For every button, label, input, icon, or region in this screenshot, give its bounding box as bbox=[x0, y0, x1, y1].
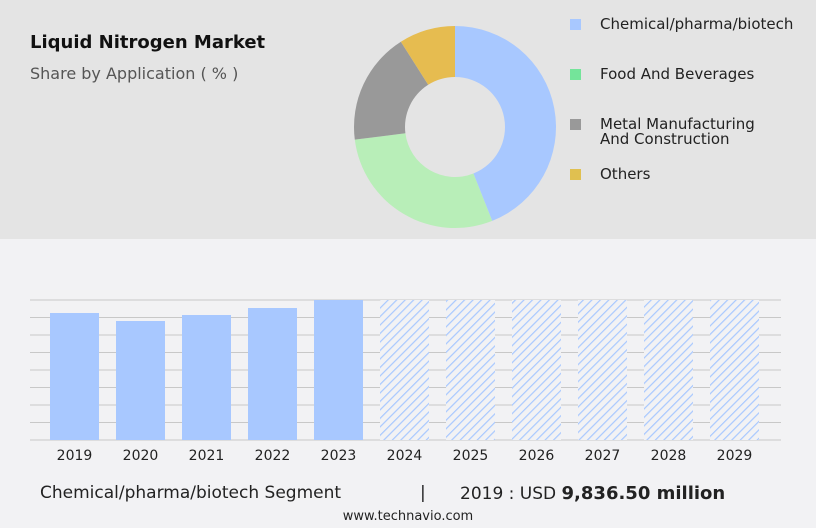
separator: | bbox=[420, 483, 426, 503]
donut-slice-3 bbox=[400, 26, 455, 85]
legend-swatch bbox=[570, 119, 581, 130]
x-tick-label: 2026 bbox=[519, 448, 555, 464]
forecast-bar-2025 bbox=[446, 300, 495, 440]
x-tick-label: 2028 bbox=[651, 448, 687, 464]
forecast-bar-2028 bbox=[644, 300, 693, 440]
x-tick-label: 2024 bbox=[387, 448, 423, 464]
bar-2019 bbox=[50, 312, 99, 440]
legend-label: Others bbox=[600, 165, 651, 183]
x-tick-label: 2019 bbox=[57, 448, 93, 464]
legend-swatch bbox=[570, 69, 581, 80]
x-tick-label: 2029 bbox=[717, 448, 753, 464]
x-tick-label: 2027 bbox=[585, 448, 621, 464]
donut-slice-2 bbox=[354, 41, 429, 140]
bar-2021 bbox=[182, 315, 231, 440]
page-title: Liquid Nitrogen Market bbox=[30, 32, 266, 53]
x-tick-label: 2021 bbox=[189, 448, 225, 464]
source-url: www.technavio.com bbox=[342, 509, 474, 524]
bar-2023 bbox=[314, 300, 363, 440]
legend-swatch bbox=[570, 169, 581, 180]
x-tick-label: 2022 bbox=[255, 448, 291, 464]
legend-swatch bbox=[570, 19, 581, 30]
segment-value: 9,836.50 million bbox=[561, 483, 726, 504]
bar-2022 bbox=[248, 308, 297, 440]
donut-chart bbox=[340, 26, 570, 239]
footer-summary: Chemical/pharma/biotech Segment | 2019 :… bbox=[40, 483, 725, 504]
bar-chart: 2019 2020 2021 2022 2023 2024 2025 2026 2027 2028… bbox=[30, 299, 781, 464]
legend-label: Food And Beverages bbox=[600, 65, 755, 83]
x-tick-label: 2023 bbox=[321, 448, 357, 464]
forecast-bar-2026 bbox=[512, 300, 561, 440]
legend-label: Chemical/pharma/biotech bbox=[600, 15, 794, 33]
legend-label: Metal Manufacturing And Construction bbox=[600, 115, 755, 148]
bar-2020 bbox=[116, 320, 165, 440]
forecast-bar-2024 bbox=[380, 300, 429, 440]
forecast-bar-2027 bbox=[578, 300, 627, 440]
donut-mask bbox=[340, 228, 570, 239]
segment-label: Chemical/pharma/biotech Segment bbox=[40, 483, 342, 503]
donut-slice-0 bbox=[455, 26, 556, 221]
forecast-bar-2029 bbox=[710, 300, 759, 440]
donut-slice-1 bbox=[354, 133, 493, 228]
page-subtitle: Share by Application ( % ) bbox=[30, 64, 239, 83]
x-tick-label: 2025 bbox=[453, 448, 489, 464]
year-label: 2019 : USD bbox=[460, 484, 557, 504]
x-tick-label: 2020 bbox=[123, 448, 159, 464]
